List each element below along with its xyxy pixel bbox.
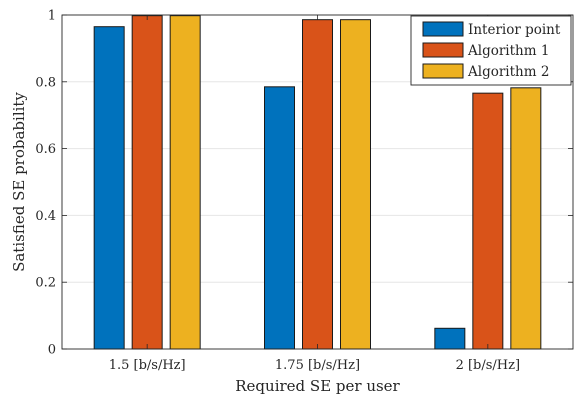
legend-swatch xyxy=(422,42,464,58)
y-tick-label: 1 xyxy=(48,9,56,24)
legend-swatch xyxy=(422,63,464,79)
y-tick-label: 0.6 xyxy=(35,142,56,157)
x-tick-label: 1.5 [b/s/Hz] xyxy=(109,358,186,373)
bar-algorithm-2 xyxy=(340,19,371,350)
y-tick-label: 0.4 xyxy=(35,209,56,224)
bar-algorithm-1 xyxy=(472,92,504,350)
bar-interior-point xyxy=(434,327,466,350)
legend-label: Interior point xyxy=(468,22,561,38)
x-axis-label: Required SE per user xyxy=(235,377,400,395)
bar-algorithm-1 xyxy=(302,19,333,350)
legend-swatch xyxy=(422,21,464,37)
legend-label: Algorithm 1 xyxy=(467,43,549,59)
bar-algorithm-1 xyxy=(131,15,163,350)
legend: Interior point Algorithm 1 Algorithm 2 xyxy=(410,15,572,86)
axes: 0 0.2 0.4 0.6 0.8 1 1.5 [b/s/Hz] 1.75 [b/s/Hz] 2… xyxy=(35,9,574,373)
bar-algorithm-2 xyxy=(169,15,201,350)
y-axis-label: Satisfied SE probability xyxy=(10,92,28,272)
bar-interior-point xyxy=(264,86,295,350)
plot-frame xyxy=(61,14,574,350)
y-tick-label: 0 xyxy=(48,343,56,358)
bar-algorithm-2 xyxy=(510,87,542,350)
y-tick-label: 0.8 xyxy=(35,75,56,90)
bar-interior-point xyxy=(93,26,125,350)
legend-label: Algorithm 2 xyxy=(467,64,549,80)
y-tick-label: 0.2 xyxy=(35,276,56,291)
x-tick-label: 1.75 [b/s/Hz] xyxy=(275,358,360,373)
x-tick-label: 2 [b/s/Hz] xyxy=(456,358,521,373)
